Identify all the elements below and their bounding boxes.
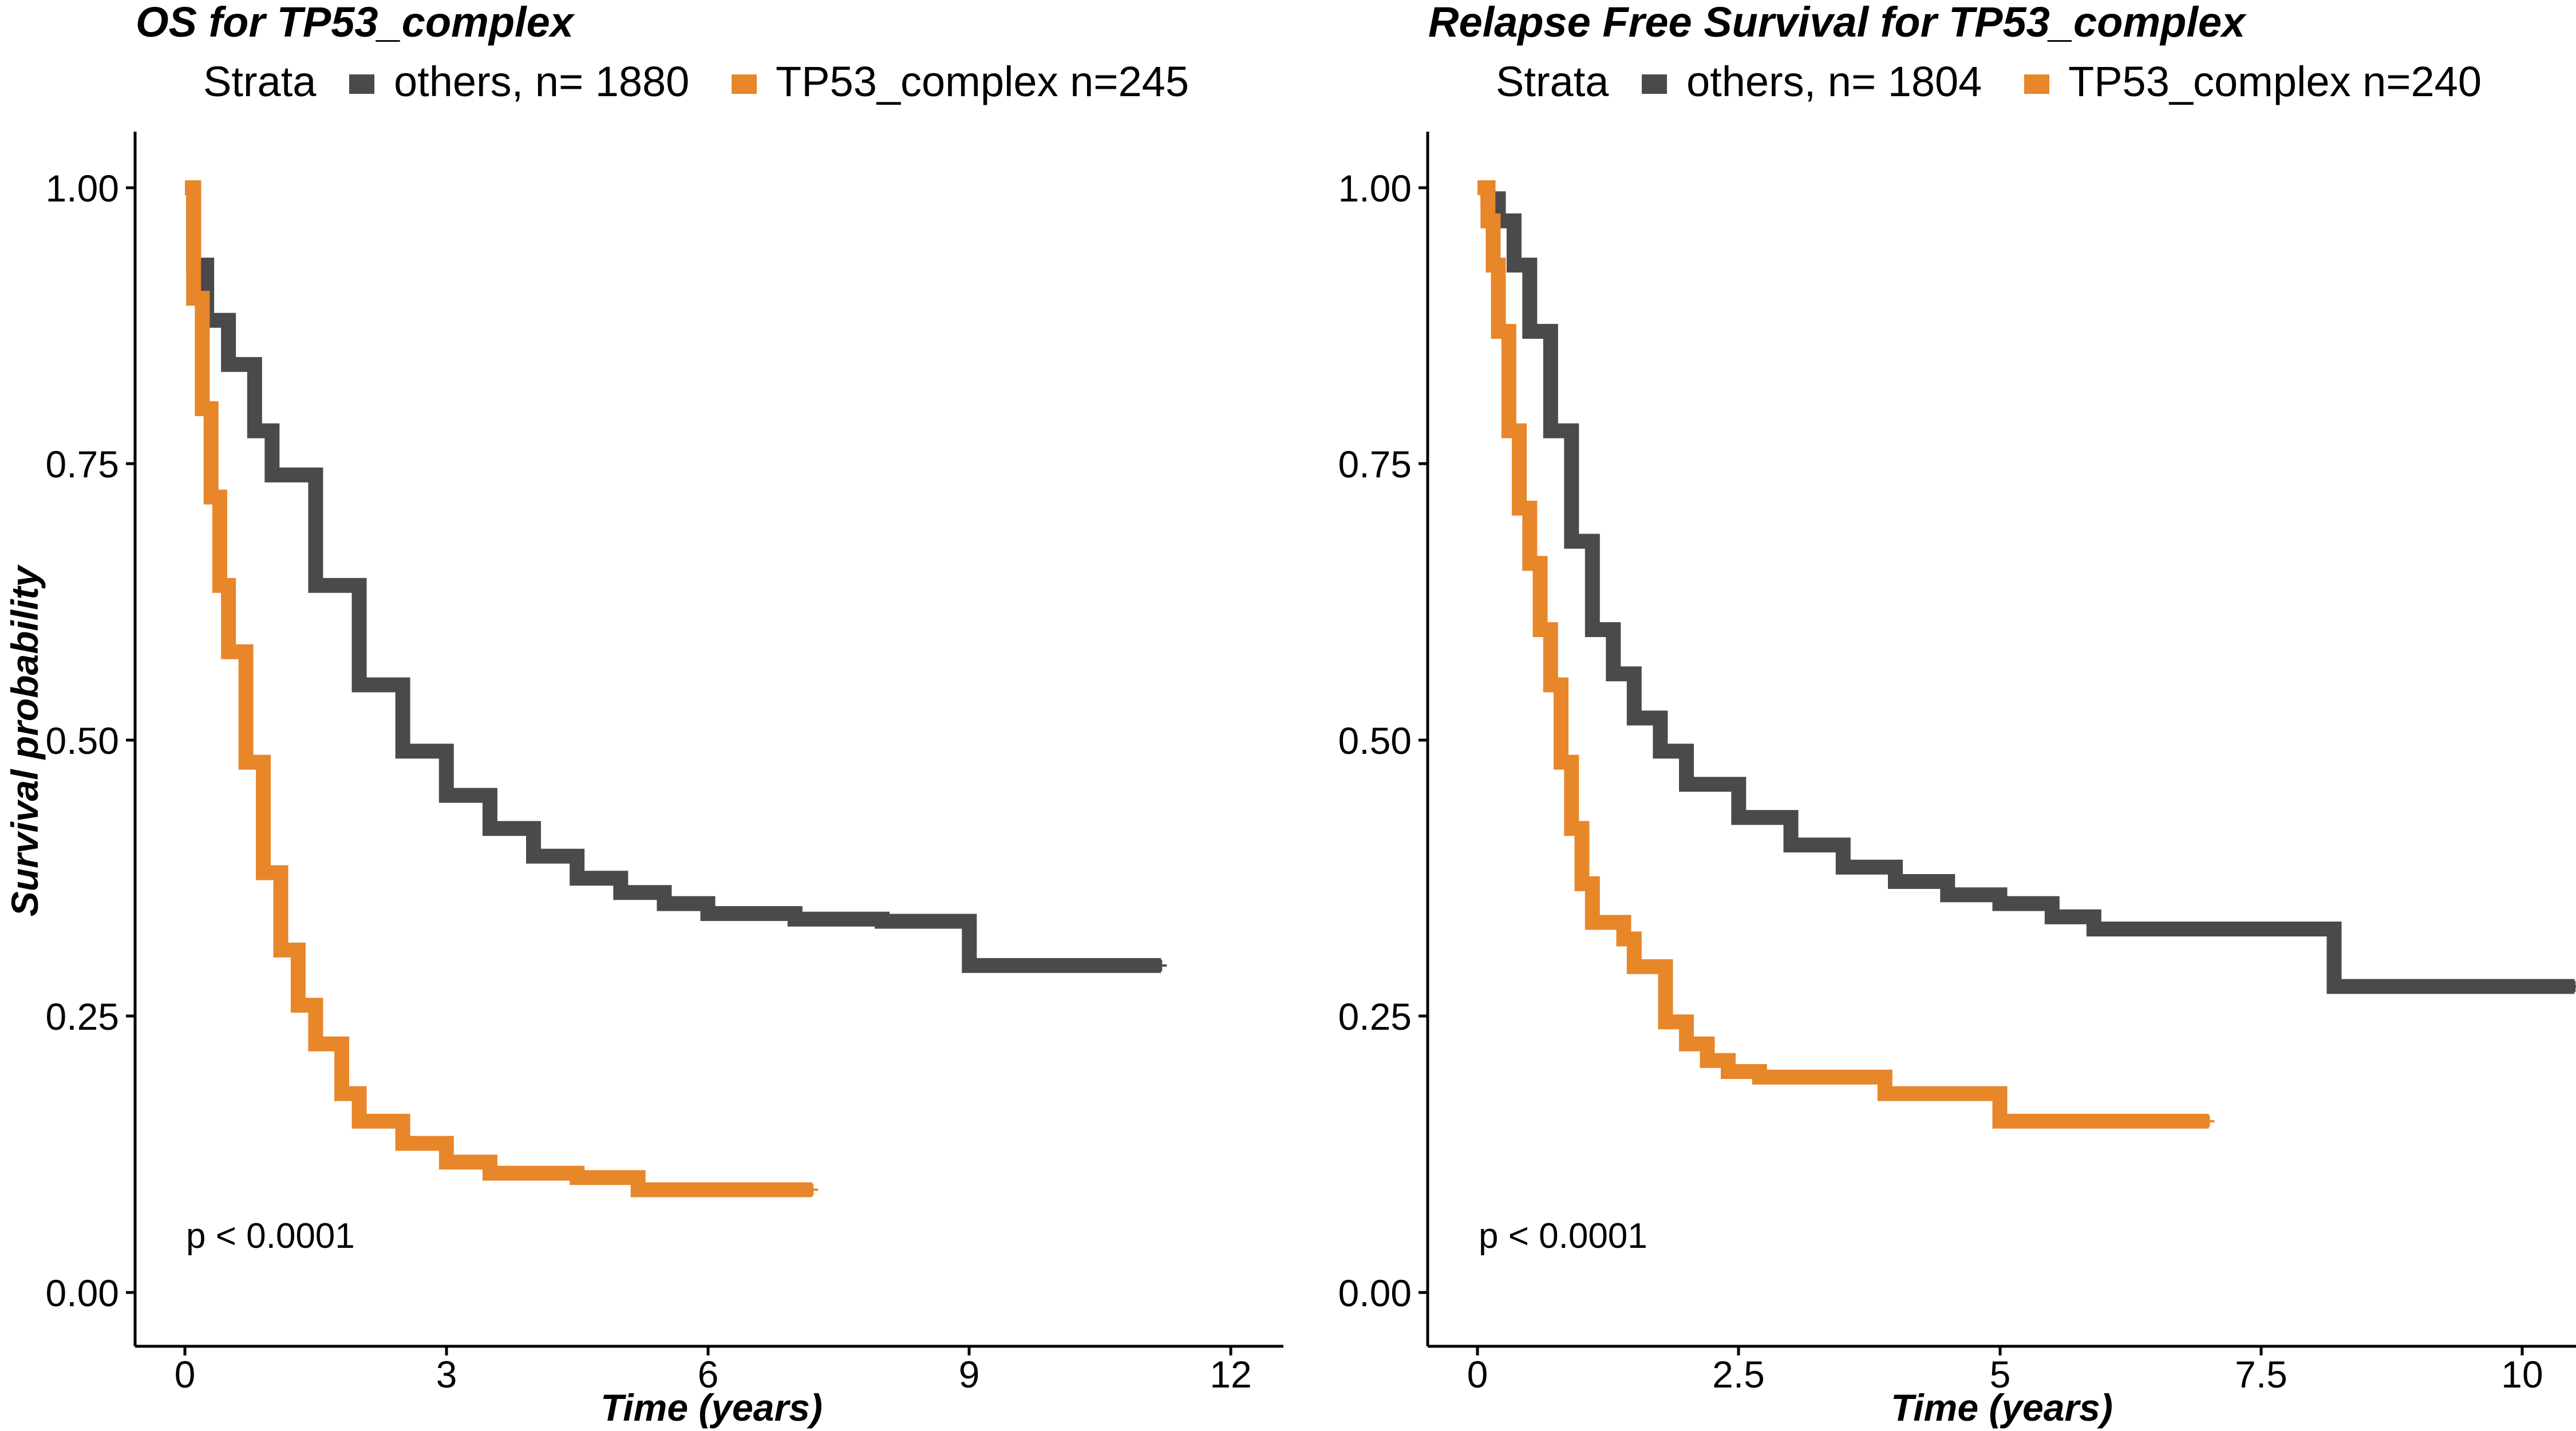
censor-mark [2569, 981, 2576, 993]
y-tick-label: 0.25 [1338, 995, 1412, 1038]
x-tick-label: 6 [698, 1353, 719, 1396]
legend-label-0: others, n= 1804 [1686, 58, 1982, 105]
x-tick-label: 7.5 [2235, 1353, 2287, 1396]
x-axis-title: Time (years) [1891, 1386, 2113, 1429]
plot-area [185, 180, 1167, 1197]
y-ticks: 0.00 0.25 0.50 0.75 1.00 [46, 167, 135, 1314]
legend-title: Strata [203, 58, 317, 105]
p-value-annotation: p < 0.0001 [1479, 1216, 1647, 1256]
panel-os: OS for TP53_complex Strata others, n= 18… [3, 0, 1283, 1429]
y-tick-label: 0.00 [1338, 1272, 1412, 1314]
series-line-0 [1477, 180, 2575, 994]
chart-title: OS for TP53_complex [136, 0, 575, 46]
x-tick-label: 12 [1210, 1353, 1251, 1396]
series-line-1 [185, 180, 813, 1197]
legend-label-0: others, n= 1880 [394, 58, 689, 105]
legend-swatch-0 [349, 74, 374, 94]
censor-mark [2203, 1115, 2215, 1127]
legend: Strata others, n= 1880 TP53_complex n=24… [203, 58, 1189, 105]
x-tick-label: 0 [175, 1353, 196, 1396]
y-tick-label: 0.75 [46, 443, 119, 485]
x-tick-label: 10 [2501, 1353, 2543, 1396]
y-tick-label: 1.00 [46, 167, 119, 209]
y-tick-label: 0.75 [1338, 443, 1412, 485]
censor-mark [807, 1184, 819, 1196]
legend: Strata others, n= 1804 TP53_complex n=24… [1496, 58, 2482, 105]
plot-area [1477, 180, 2576, 1129]
p-value-annotation: p < 0.0001 [186, 1216, 355, 1256]
legend-swatch-1 [2024, 74, 2049, 94]
y-ticks: 0.00 0.25 0.50 0.75 1.00 [1338, 167, 1428, 1314]
x-tick-label: 3 [436, 1353, 457, 1396]
censor-mark [1155, 959, 1167, 971]
x-tick-label: 9 [959, 1353, 980, 1396]
x-axis-title: Time (years) [600, 1386, 823, 1429]
legend-label-1: TP53_complex n=240 [2068, 58, 2482, 105]
panel-rfs: Relapse Free Survival for TP53_complex S… [1338, 0, 2576, 1429]
series-line-1 [1477, 180, 2209, 1129]
x-ticks: 0 3 6 9 12 [175, 1346, 1252, 1396]
y-tick-label: 1.00 [1338, 167, 1412, 209]
series-line-0 [185, 180, 1161, 973]
x-tick-label: 5 [1990, 1353, 2011, 1396]
y-tick-label: 0.00 [46, 1272, 119, 1314]
x-tick-label: 2.5 [1712, 1353, 1765, 1396]
chart-title: Relapse Free Survival for TP53_complex [1428, 0, 2247, 46]
y-tick-label: 0.50 [1338, 720, 1412, 762]
y-tick-label: 0.25 [46, 995, 119, 1038]
x-tick-label: 0 [1467, 1353, 1488, 1396]
y-tick-label: 0.50 [46, 720, 119, 762]
x-ticks: 0 2.5 5 7.5 10 [1467, 1346, 2543, 1396]
legend-label-1: TP53_complex n=245 [776, 58, 1189, 105]
legend-swatch-0 [1642, 74, 1667, 94]
legend-title: Strata [1496, 58, 1609, 105]
legend-swatch-1 [732, 74, 757, 94]
y-axis-title: Survival probability [3, 564, 46, 916]
